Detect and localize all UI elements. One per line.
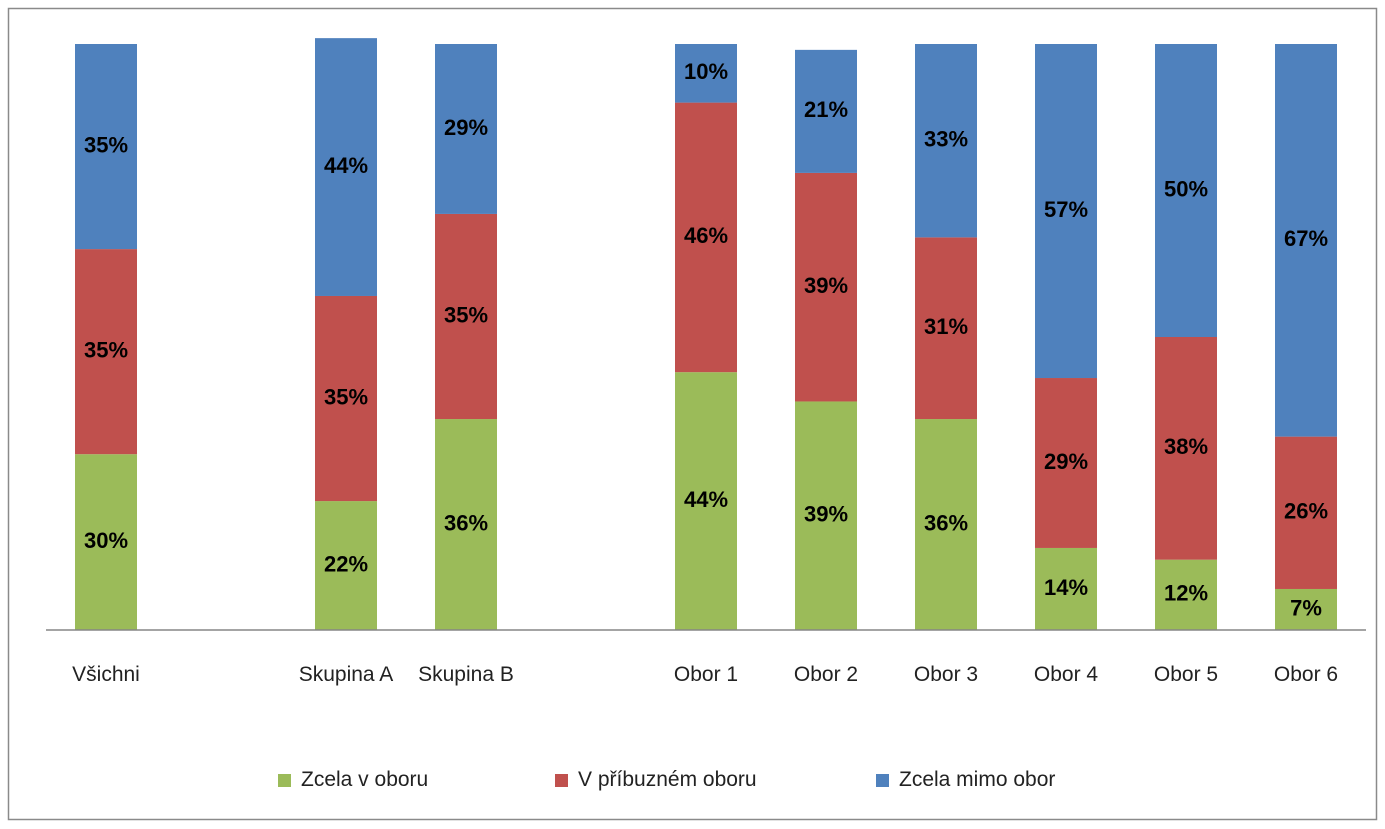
bar-segment <box>315 501 377 630</box>
bar-segment <box>1275 436 1337 589</box>
bar-segment <box>1035 378 1097 548</box>
legend-swatch <box>278 773 291 787</box>
data-label: 67% <box>1284 226 1328 251</box>
legend-swatch <box>555 773 568 787</box>
data-label: 31% <box>924 314 968 339</box>
bar-segment <box>915 419 977 630</box>
data-label: 14% <box>1044 575 1088 600</box>
legend-label: Zcela mimo obor <box>899 768 1056 791</box>
data-label: 30% <box>84 528 128 553</box>
x-tick-label: Obor 4 <box>1033 663 1099 686</box>
legend-label: Zcela v oboru <box>301 768 429 791</box>
bar-segment <box>795 172 857 402</box>
x-tick-label: Všichni <box>72 663 140 686</box>
bar-segment <box>1155 44 1217 337</box>
bar-segment <box>435 419 497 630</box>
x-tick-label: Obor 5 <box>1153 663 1219 686</box>
data-label: 33% <box>924 127 968 152</box>
data-label: 46% <box>684 223 728 248</box>
data-label: 35% <box>444 302 488 327</box>
bar-segment <box>1275 588 1337 630</box>
bar-segment <box>675 372 737 630</box>
data-label: 29% <box>1044 449 1088 474</box>
legend-item: Zcela v oboru <box>278 768 428 792</box>
x-tick-label: Obor 1 <box>673 663 739 686</box>
bar-segment <box>75 454 137 630</box>
bar-segment <box>1035 547 1097 630</box>
legend-item: V příbuzném oboru <box>555 768 757 792</box>
bar-segment <box>1035 44 1097 379</box>
bar-segment <box>75 44 137 250</box>
legend-swatch <box>876 773 889 787</box>
bar-segment <box>315 38 377 296</box>
data-label: 10% <box>684 59 728 84</box>
data-label: 35% <box>84 337 128 362</box>
data-label: 35% <box>84 132 128 157</box>
data-label: 44% <box>324 153 368 178</box>
legend-item: Zcela mimo obor <box>876 768 1055 792</box>
data-label: 35% <box>324 384 368 409</box>
bar-segment <box>795 401 857 630</box>
x-tick-label: Obor 6 <box>1273 663 1339 686</box>
bar-segment <box>675 102 737 373</box>
data-label: 57% <box>1044 197 1088 222</box>
bar-segment <box>1155 559 1217 630</box>
x-tick-label: Skupina A <box>298 663 394 686</box>
bar-segment <box>675 44 737 103</box>
data-label: 36% <box>924 510 968 535</box>
bar-segment <box>915 44 977 238</box>
data-label: 12% <box>1164 581 1208 606</box>
data-label: 39% <box>804 273 848 298</box>
legend-label: V příbuzném oboru <box>578 768 757 791</box>
data-label: 39% <box>804 502 848 527</box>
data-label: 38% <box>1164 434 1208 459</box>
x-tick-label: Obor 3 <box>913 663 979 686</box>
bar-segment <box>435 44 497 214</box>
data-label: 36% <box>444 510 488 535</box>
data-label: 29% <box>444 115 488 140</box>
bar-segment <box>915 237 977 420</box>
data-label: 44% <box>684 487 728 512</box>
bar-segment <box>75 249 137 455</box>
bar-segment <box>1275 44 1337 437</box>
bar-segment <box>435 213 497 420</box>
bar-segment <box>795 49 857 173</box>
data-label: 21% <box>804 97 848 122</box>
data-label: 50% <box>1164 176 1208 201</box>
data-label: 7% <box>1290 595 1322 620</box>
bar-segment <box>1155 337 1217 560</box>
bar-segment <box>315 295 377 502</box>
data-label: 22% <box>324 551 368 576</box>
x-tick-label: Skupina B <box>418 663 514 686</box>
data-label: 26% <box>1284 499 1328 524</box>
x-tick-label: Obor 2 <box>793 663 859 686</box>
